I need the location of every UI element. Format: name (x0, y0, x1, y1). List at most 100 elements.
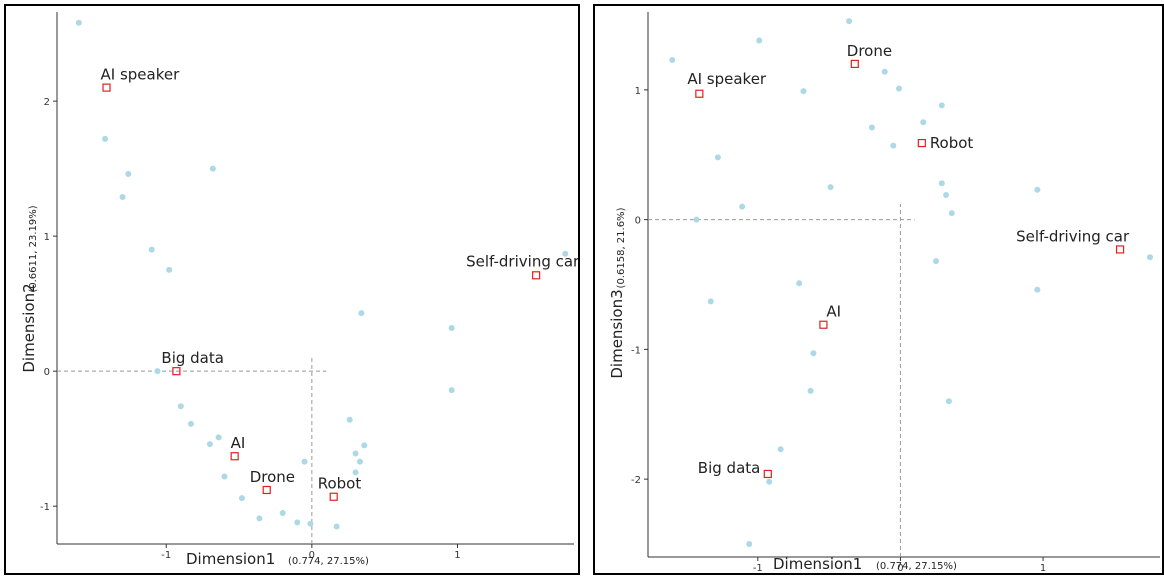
data-point (777, 446, 784, 453)
keyword-label: Self-driving car (466, 252, 578, 270)
data-point (807, 387, 814, 394)
data-point (920, 119, 927, 126)
y-tick-label: 1 (44, 232, 50, 243)
data-point (846, 18, 853, 25)
keyword-label: Robot (930, 134, 974, 152)
keyword-marker (917, 138, 926, 148)
y-tick-label: 0 (44, 367, 50, 378)
y-tick-label: -1 (631, 345, 641, 356)
data-point (206, 441, 213, 448)
keyword-marker (763, 469, 772, 479)
data-point (693, 216, 700, 223)
data-point (756, 37, 763, 44)
data-point (800, 88, 807, 95)
chart-panel-dim1-dim3: -1 0 1 -2 -1 0 1 AI speaker Drone Robot Self-drivi… (593, 4, 1164, 575)
data-point (746, 541, 753, 548)
data-point (669, 57, 676, 64)
y-tick-label: 0 (635, 216, 641, 227)
data-point (221, 473, 228, 480)
data-point (796, 280, 803, 287)
data-point (896, 85, 903, 92)
data-point (707, 298, 714, 305)
data-point (238, 495, 245, 502)
data-point (209, 165, 216, 172)
data-point (307, 520, 314, 527)
x-axis-title: Dimension1 (186, 550, 275, 568)
keyword-label: AI speaker (101, 66, 181, 84)
data-point (352, 469, 359, 476)
data-point (827, 184, 834, 191)
data-point (1034, 286, 1041, 293)
keyword-marker (1115, 245, 1125, 254)
keyword-label: Self-driving car (1016, 227, 1130, 245)
keyword-marker (102, 83, 111, 92)
data-point (714, 154, 721, 161)
data-point (766, 478, 773, 485)
data-point (301, 458, 308, 465)
data-point (177, 403, 184, 410)
data-point (358, 310, 365, 317)
data-point (938, 102, 945, 109)
data-point (945, 398, 952, 405)
y-axis-subtitle: (0.6158, 21.6%) (616, 207, 627, 288)
data-point (346, 416, 353, 423)
y-tick-label: -2 (631, 475, 641, 486)
keyword-marker (532, 271, 541, 280)
x-axis-subtitle: (0.774, 27.15%) (876, 561, 957, 572)
chart-panel-dim1-dim2: -1 0 1 -1 0 1 2 AI speaker Self-driving car Big d… (4, 4, 580, 575)
y-tick-label: 1 (635, 86, 641, 97)
data-point (933, 258, 940, 265)
y-axis-title: Dimension3 (608, 289, 626, 378)
data-point (215, 434, 222, 441)
keyword-label: Drone (847, 42, 892, 60)
data-point (361, 442, 368, 449)
keyword-marker (819, 320, 828, 329)
keyword-label: Big data (698, 459, 761, 477)
keyword-label: Drone (250, 468, 295, 486)
data-point (294, 519, 301, 526)
data-point (154, 368, 161, 375)
keyword-label: AI (231, 434, 246, 452)
y-axis-title: Dimension2 (20, 283, 38, 372)
scatter-plot-dim1-dim3: -1 0 1 -2 -1 0 1 AI speaker Drone Robot Self-drivi… (608, 12, 1160, 573)
x-axis-subtitle: (0.774, 27.15%) (288, 556, 369, 567)
keyword-label: AI (826, 303, 841, 321)
data-point (562, 250, 569, 257)
data-point (75, 19, 82, 26)
keyword-label: AI speaker (687, 70, 767, 88)
data-point (943, 191, 950, 198)
data-point (256, 515, 263, 522)
data-point (166, 266, 173, 273)
data-point (148, 246, 155, 253)
scatter-plot-dim1-dim2: -1 0 1 -1 0 1 2 AI speaker Self-driving car Big d… (20, 12, 578, 568)
data-point (448, 387, 455, 394)
keyword-label: Robot (318, 475, 362, 493)
data-point (890, 142, 897, 149)
keyword-label: Big data (161, 349, 224, 367)
data-point (868, 124, 875, 131)
x-tick-label: -1 (161, 550, 171, 561)
x-tick-label: -1 (753, 563, 763, 573)
data-point (352, 450, 359, 457)
x-tick-label: 1 (1040, 563, 1046, 573)
keyword-marker (695, 89, 704, 98)
keyword-marker (262, 485, 271, 495)
x-axis-title: Dimension1 (773, 555, 862, 573)
x-tick-label: 0 (897, 563, 903, 573)
data-point (356, 458, 363, 465)
data-point (810, 350, 817, 357)
data-point (333, 523, 340, 530)
data-point (279, 509, 286, 516)
keyword-marker (172, 367, 181, 376)
data-point (448, 324, 455, 331)
data-point (125, 171, 132, 178)
data-point (739, 203, 746, 210)
data-point (119, 193, 126, 200)
data-point (1147, 254, 1154, 261)
data-point (1034, 186, 1041, 193)
keyword-marker (329, 492, 338, 501)
x-tick-label: 0 (309, 550, 315, 561)
y-axis-subtitle: (0.6611, 23.19%) (28, 205, 39, 292)
data-point (881, 68, 888, 75)
data-point (938, 180, 945, 187)
